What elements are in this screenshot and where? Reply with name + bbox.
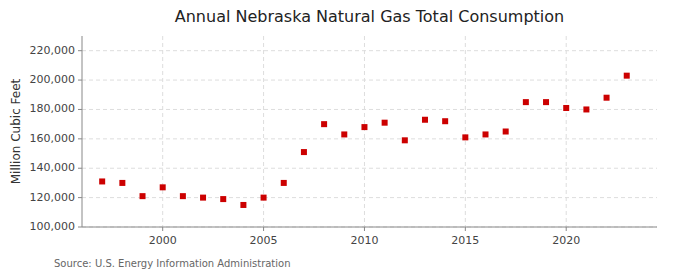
- grid-line: [82, 138, 657, 139]
- axes: 100,000 120,000 140,000 160,000 180,000 200,0…: [30, 36, 658, 247]
- point: [220, 196, 226, 202]
- grid-line: [566, 36, 567, 227]
- point: [523, 99, 529, 105]
- point: [604, 95, 610, 101]
- grid-line: [82, 50, 657, 51]
- point: [341, 131, 347, 137]
- tick-mark: [78, 168, 82, 169]
- grid-line: [82, 168, 657, 169]
- grid-line: [364, 36, 365, 227]
- tick-label: 2010: [350, 234, 378, 247]
- tick-label: 180,000: [30, 102, 76, 115]
- point: [180, 193, 186, 199]
- tick-label: 140,000: [30, 161, 76, 174]
- point: [503, 129, 509, 135]
- point: [543, 99, 549, 105]
- point: [361, 124, 367, 130]
- tick-mark: [78, 197, 82, 198]
- point: [200, 195, 206, 201]
- point: [442, 118, 448, 124]
- point: [583, 106, 589, 112]
- point: [301, 149, 307, 155]
- x-axis-line: [82, 227, 657, 228]
- tick-label: 120,000: [30, 191, 76, 204]
- points: [99, 73, 630, 208]
- y-axis-label: Million Cubic Feet: [9, 78, 23, 184]
- point: [321, 121, 327, 127]
- tick-mark: [364, 227, 365, 231]
- point: [281, 180, 287, 186]
- point: [119, 180, 125, 186]
- tick-label: 2015: [451, 234, 479, 247]
- point: [160, 184, 166, 190]
- point: [483, 131, 489, 137]
- grid-line: [82, 109, 657, 110]
- title: Annual Nebraska Natural Gas Total Consum…: [175, 7, 564, 26]
- point: [382, 120, 388, 126]
- tick-mark: [162, 227, 163, 231]
- tick-label: 2005: [250, 234, 278, 247]
- tick-mark: [566, 227, 567, 231]
- point: [402, 137, 408, 143]
- point: [462, 134, 468, 140]
- point: [261, 195, 267, 201]
- tick-label: 2020: [552, 234, 580, 247]
- tick-mark: [78, 227, 82, 228]
- source-note: Source: U.S. Energy Information Administ…: [54, 258, 291, 269]
- grid: [82, 36, 657, 227]
- tick-mark: [465, 227, 466, 231]
- grid-line: [82, 227, 657, 228]
- tick-mark: [78, 80, 82, 81]
- tick-label: 160,000: [30, 132, 76, 145]
- point: [240, 202, 246, 208]
- tick-label: 100,000: [30, 220, 76, 233]
- tick-mark: [78, 50, 82, 51]
- grid-line: [465, 36, 466, 227]
- grid-line: [82, 197, 657, 198]
- point: [563, 105, 569, 111]
- point: [140, 193, 146, 199]
- grid-line: [162, 36, 163, 227]
- tick-mark: [263, 227, 264, 231]
- tick-mark: [78, 109, 82, 110]
- tick-mark: [78, 138, 82, 139]
- point: [422, 117, 428, 123]
- grid-line: [82, 80, 657, 81]
- point: [99, 178, 105, 184]
- tick-label: 2000: [149, 234, 177, 247]
- y-axis-line: [82, 36, 83, 227]
- chart: 100,000 120,000 140,000 160,000 180,000 200,0…: [0, 0, 675, 275]
- tick-label: 220,000: [30, 44, 76, 57]
- point: [624, 73, 630, 79]
- tick-label: 200,000: [30, 73, 76, 86]
